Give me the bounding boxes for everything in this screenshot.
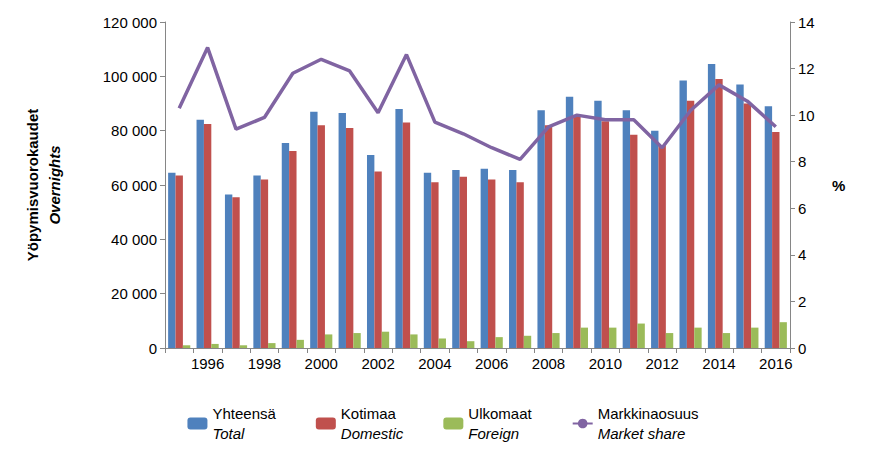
svg-text:Foreign: Foreign bbox=[468, 425, 519, 442]
svg-text:0: 0 bbox=[149, 340, 157, 357]
svg-text:Domestic: Domestic bbox=[341, 425, 404, 442]
svg-text:6: 6 bbox=[798, 200, 806, 217]
svg-text:1996: 1996 bbox=[191, 355, 224, 372]
svg-text:2010: 2010 bbox=[589, 355, 622, 372]
svg-text:2008: 2008 bbox=[532, 355, 565, 372]
svg-text:2016: 2016 bbox=[759, 355, 792, 372]
svg-text:2000: 2000 bbox=[305, 355, 338, 372]
svg-text:2006: 2006 bbox=[475, 355, 508, 372]
svg-text:Kotimaa: Kotimaa bbox=[341, 405, 397, 422]
svg-text:Yöpymisvuorokaudet: Yöpymisvuorokaudet bbox=[24, 109, 41, 262]
svg-text:4: 4 bbox=[798, 246, 806, 263]
svg-text:2004: 2004 bbox=[418, 355, 451, 372]
svg-text:100 000: 100 000 bbox=[103, 68, 157, 85]
svg-text:1998: 1998 bbox=[248, 355, 281, 372]
svg-text:8: 8 bbox=[798, 153, 806, 170]
svg-text:10: 10 bbox=[798, 107, 815, 124]
svg-text:12: 12 bbox=[798, 60, 815, 77]
svg-text:14: 14 bbox=[798, 14, 815, 31]
svg-text:2002: 2002 bbox=[361, 355, 394, 372]
svg-text:80 000: 80 000 bbox=[111, 122, 157, 139]
svg-text:Ulkomaat: Ulkomaat bbox=[468, 405, 532, 422]
svg-text:%: % bbox=[832, 177, 845, 194]
svg-text:2: 2 bbox=[798, 293, 806, 310]
svg-text:2012: 2012 bbox=[645, 355, 678, 372]
svg-text:Overnights: Overnights bbox=[46, 145, 63, 224]
svg-text:Market share: Market share bbox=[598, 425, 686, 442]
svg-text:20 000: 20 000 bbox=[111, 285, 157, 302]
svg-text:40 000: 40 000 bbox=[111, 231, 157, 248]
svg-text:2014: 2014 bbox=[702, 355, 735, 372]
svg-text:Total: Total bbox=[212, 425, 245, 442]
svg-text:Yhteensä: Yhteensä bbox=[212, 405, 276, 422]
svg-text:Markkinaosuus: Markkinaosuus bbox=[598, 405, 699, 422]
svg-text:120 000: 120 000 bbox=[103, 14, 157, 31]
svg-text:0: 0 bbox=[798, 340, 806, 357]
svg-text:60 000: 60 000 bbox=[111, 177, 157, 194]
